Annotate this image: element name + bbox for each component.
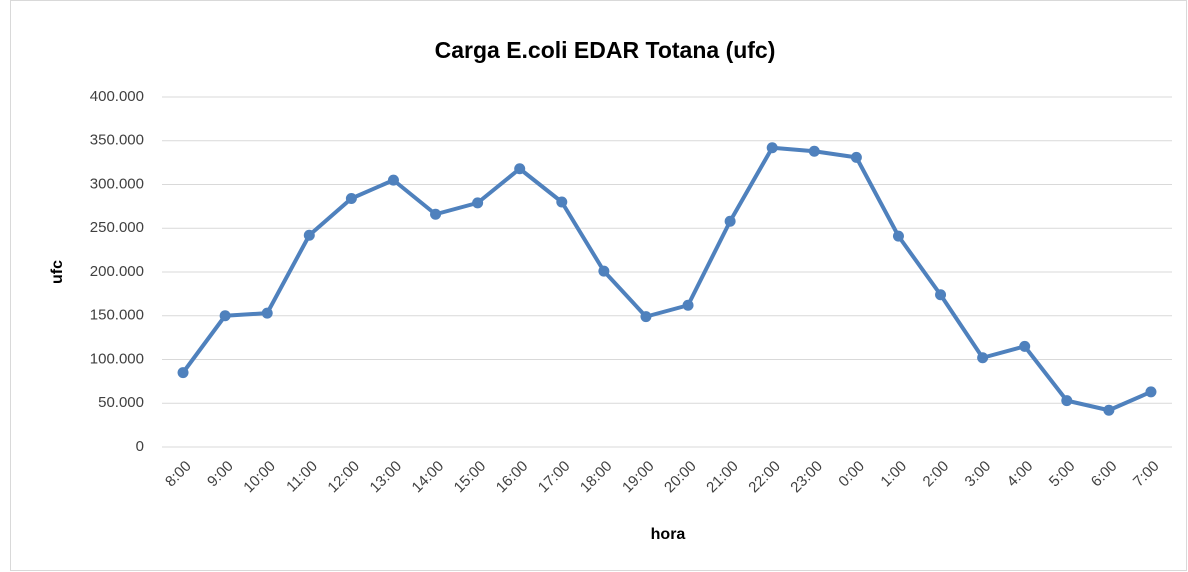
x-axis-label: hora xyxy=(651,526,686,543)
chart-title: Carga E.coli EDAR Totana (ufc) xyxy=(435,37,776,63)
y-tick-label: 200.000 xyxy=(90,263,144,280)
data-point xyxy=(430,208,442,220)
data-point xyxy=(1145,386,1157,398)
data-point xyxy=(892,230,904,242)
data-point xyxy=(850,151,862,163)
y-tick-label: 400.000 xyxy=(90,88,144,105)
data-point xyxy=(808,145,820,157)
data-point xyxy=(977,352,989,364)
y-axis-label: ufc xyxy=(49,260,66,284)
y-tick-label: 50.000 xyxy=(98,394,144,411)
data-point xyxy=(724,215,736,227)
y-tick-label: 100.000 xyxy=(90,350,144,367)
y-tick-label: 0 xyxy=(136,438,144,455)
data-point xyxy=(219,310,231,322)
data-point xyxy=(1019,340,1031,352)
y-tick-label: 350.000 xyxy=(90,132,144,149)
data-point xyxy=(556,196,568,208)
data-point xyxy=(1103,404,1115,416)
data-point xyxy=(682,299,694,311)
data-point xyxy=(472,197,484,209)
y-tick-label: 300.000 xyxy=(90,175,144,192)
data-point xyxy=(303,229,315,241)
data-point xyxy=(640,311,652,323)
data-point xyxy=(1061,395,1073,407)
data-point xyxy=(345,193,357,204)
data-point xyxy=(177,367,189,379)
data-point xyxy=(598,265,610,277)
y-tick-label: 250.000 xyxy=(90,219,144,236)
data-point xyxy=(261,307,273,319)
chart-border xyxy=(10,0,1187,571)
data-line xyxy=(181,145,1153,413)
data-point xyxy=(514,163,526,175)
data-point xyxy=(766,142,778,154)
y-tick-label: 150.000 xyxy=(90,307,144,324)
data-point xyxy=(935,289,947,301)
data-point xyxy=(387,174,399,186)
